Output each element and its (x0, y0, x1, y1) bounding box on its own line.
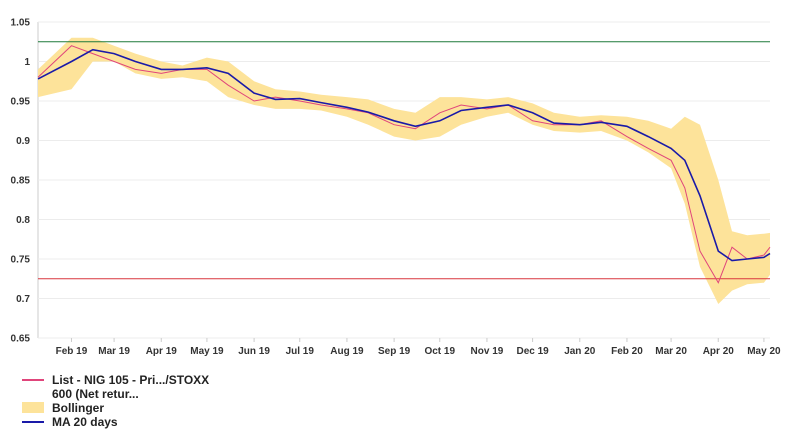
x-tick-label: Apr 20 (703, 346, 735, 357)
x-tick-label: Aug 19 (330, 346, 364, 357)
series-line-ma-20-days (37, 48, 771, 262)
legend-swatch-bollinger (22, 402, 44, 413)
x-tick-label: Jul 19 (286, 346, 315, 357)
y-tick-label: 0.7 (16, 294, 30, 305)
x-tick-label: Jun 19 (238, 346, 270, 357)
y-axis: 0.65 0.7 0.75 0.8 0.85 0.9 0.95 1 1.05 (11, 18, 31, 345)
chart-area: 0.65 0.7 0.75 0.8 0.85 0.9 0.95 1 1.05 Feb 19 Mar… (11, 18, 781, 358)
y-tick-label: 0.8 (16, 215, 30, 226)
x-tick-label: May 20 (747, 346, 781, 357)
y-tick-label: 0.85 (11, 176, 31, 187)
legend-label-ma-20-days: MA 20 days (52, 415, 118, 429)
y-tick-label: 1.05 (11, 18, 31, 29)
x-tick-label: Sep 19 (378, 346, 411, 357)
legend-label-list: List - NIG 105 - Pri.../STOXX 600 (Net r… (52, 373, 210, 401)
reference-lines (38, 41, 770, 280)
y-tick-label: 0.9 (16, 136, 30, 147)
legend-swatch-list (22, 379, 44, 381)
x-tick-label: Oct 19 (424, 346, 455, 357)
legend-label-bollinger: Bollinger (52, 401, 105, 415)
legend: List - NIG 105 - Pri.../STOXX 600 (Net r… (22, 373, 209, 429)
y-tick-label: 0.75 (11, 255, 31, 266)
x-tick-label: Feb 19 (56, 346, 88, 357)
legend-item-bollinger[interactable]: Bollinger (22, 401, 209, 415)
legend-item-list[interactable]: List - NIG 105 - Pri.../STOXX 600 (Net r… (22, 373, 209, 401)
bollinger-band (38, 37, 770, 305)
legend-swatch-ma-20-days (22, 421, 44, 423)
x-tick-label: Mar 19 (98, 346, 130, 357)
y-tick-label: 0.65 (11, 334, 31, 345)
x-tick-label: May 19 (190, 346, 224, 357)
y-tick-label: 0.95 (11, 97, 31, 108)
x-axis: Feb 19 Mar 19 Apr 19 May 19 Jun 19 Jul 19 Aug … (56, 338, 781, 357)
series-line-list-nig-105 (37, 45, 771, 284)
legend-item-ma-20-days[interactable]: MA 20 days (22, 415, 209, 429)
x-tick-label: Dec 19 (516, 346, 549, 357)
x-tick-label: Mar 20 (655, 346, 687, 357)
gridlines (37, 21, 770, 339)
x-tick-label: Feb 20 (611, 346, 643, 357)
x-tick-label: Apr 19 (146, 346, 178, 357)
y-tick-label: 1 (24, 57, 30, 68)
x-tick-label: Jan 20 (564, 346, 596, 357)
x-tick-label: Nov 19 (471, 346, 504, 357)
